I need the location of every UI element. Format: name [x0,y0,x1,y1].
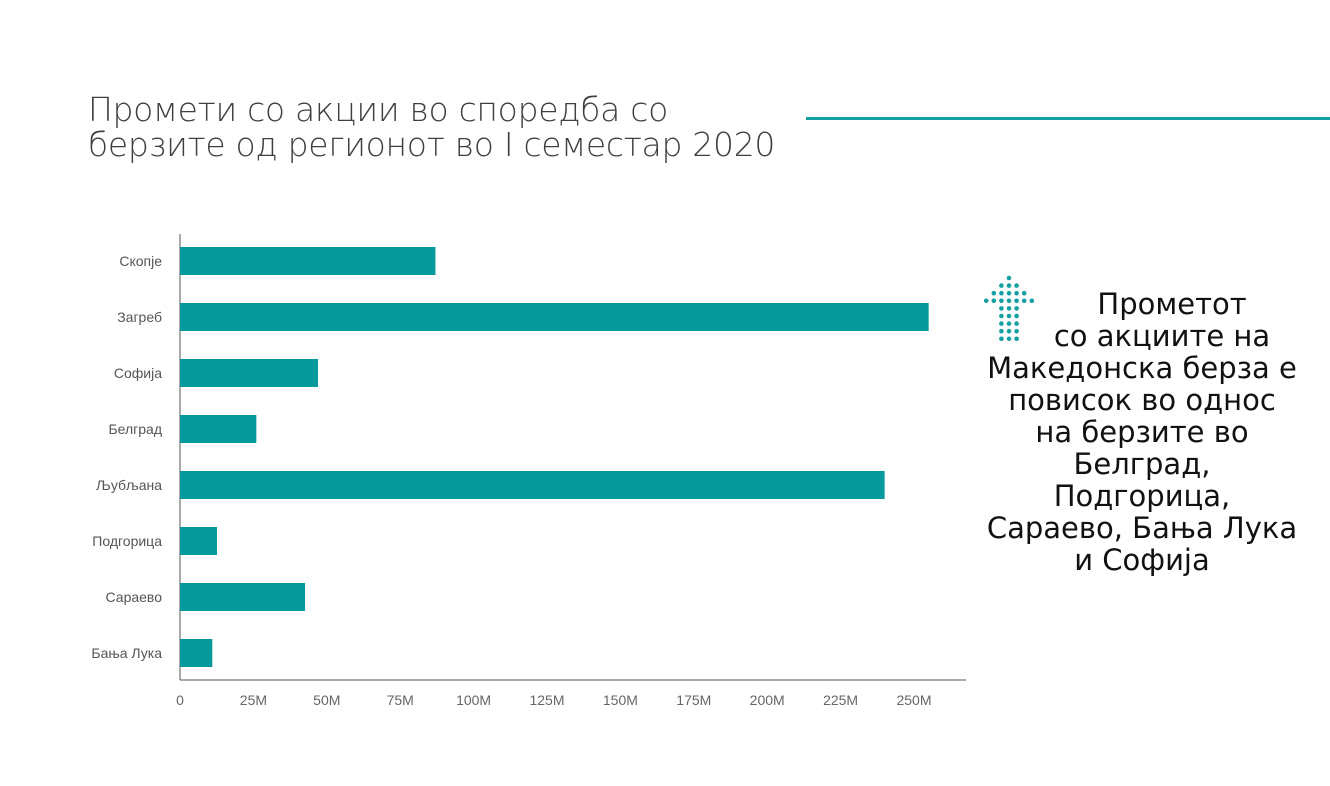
category-label: Белград [108,421,162,437]
bar [180,359,318,387]
arrow-dot [1014,321,1019,326]
arrow-dot [999,290,1004,296]
x-tick-label: 175M [676,692,711,708]
x-tick-label: 100M [456,692,491,708]
arrow-dot [1006,298,1012,304]
category-label: Скопје [119,253,162,269]
arrow-dot [1029,298,1035,304]
x-tick-label: 75M [387,692,414,708]
bar [180,303,929,331]
arrow-dot [999,306,1004,311]
arrow-dot [999,328,1004,334]
arrow-dot [1006,306,1012,311]
arrow-dot [1014,298,1019,304]
category-label: Подгорица [92,533,162,549]
arrow-dot [1006,313,1012,319]
note-line: со акциите на [1053,319,1271,353]
note-line: Белград, [1073,447,1211,481]
arrow-dot [1006,290,1012,296]
title-line-1: Промети со акции во споредба со [88,90,669,129]
arrow-dot [1014,283,1019,288]
arrow-dot [1006,321,1012,326]
arrow-dot [991,290,997,296]
x-tick-label: 50M [313,692,340,708]
category-label: Софија [114,365,162,381]
x-tick-label: 25M [240,692,267,708]
bar [180,583,306,611]
arrow-dot [999,321,1004,326]
bar [180,527,217,555]
x-tick-label: 225M [823,692,858,708]
x-tick-label: 0 [176,692,184,708]
arrow-dot [1006,275,1012,281]
note-line: на берзите во [1035,415,1249,449]
note-line: Подгорица, [1053,479,1231,513]
arrow-dot [999,336,1004,342]
title-line-2: берзите од регионот во I семестар 2020 [88,125,776,164]
arrow-dot [1006,336,1012,342]
bar [180,471,885,499]
arrow-dot [1006,328,1012,334]
x-tick-label: 250M [896,692,931,708]
arrow-dot [1014,306,1019,311]
arrow-dot [999,313,1004,319]
arrow-dot [999,283,1004,288]
category-label: Загреб [117,309,162,325]
arrow-dot [991,298,997,304]
note-line: Македонска берза е [987,351,1297,385]
bar [180,247,436,275]
arrow-dot [1014,313,1019,319]
bar [180,415,257,443]
arrow-dot [1021,298,1027,304]
note-line: Сараево, Бања Лука [986,511,1298,545]
arrow-dot [1014,328,1019,334]
category-label: Љубљана [96,477,162,493]
x-tick-label: 200M [750,692,785,708]
category-label: Сараево [106,589,163,605]
x-tick-label: 150M [603,692,638,708]
x-tick-label: 125M [529,692,564,708]
category-label: Бања Лука [91,645,162,661]
accent-rule [806,117,1330,120]
arrow-dot [1014,290,1019,296]
note-text: Прометот со акциите на Македонска берза … [972,288,1312,576]
chart-title: Промети со акции во споредба со берзите … [88,92,775,162]
note-line: Прометот [1097,287,1247,321]
note-line: и Софија [1074,543,1210,577]
arrow-dot [1021,290,1027,296]
bar [180,639,213,667]
arrow-dot [1006,283,1012,288]
arrow-dot [999,298,1004,304]
note-line: повисок во однос [1008,383,1276,417]
arrow-dot [983,298,989,304]
arrow-dot [1014,336,1019,342]
